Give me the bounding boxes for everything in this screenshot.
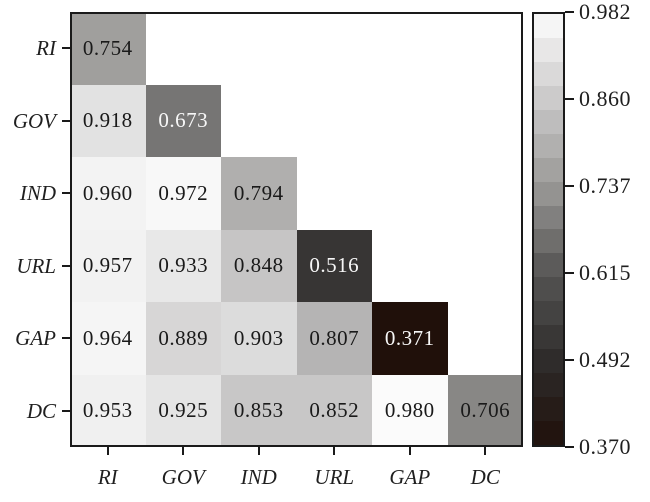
colorbar-band [534, 205, 563, 230]
heatmap-cell: 0.807 [296, 302, 372, 375]
colorbar-tick [565, 446, 574, 448]
cell-value: 0.794 [233, 180, 284, 205]
y-tick [62, 264, 70, 267]
cell-value: 0.957 [82, 253, 133, 278]
colorbar-band [534, 301, 563, 326]
colorbar-band [534, 373, 563, 397]
colorbar-tick [565, 272, 574, 274]
heatmap-cell: 0.960 [70, 157, 146, 230]
y-tick [62, 119, 70, 122]
colorbar-tick-label: 0.860 [579, 86, 631, 111]
row-label-gov: GOV [12, 108, 56, 133]
colorbar-tick-label: 0.615 [579, 260, 631, 285]
heatmap-cell: 0.848 [221, 229, 297, 302]
row-label-dc: DC [26, 398, 56, 423]
colorbar-band [534, 181, 563, 206]
heatmap-cell: 0.964 [70, 302, 146, 375]
row-label-ri: RI [36, 36, 56, 61]
colorbar-band [534, 420, 563, 445]
cell-value: 0.960 [82, 180, 133, 205]
x-tick [106, 447, 109, 455]
colorbar-band [534, 325, 563, 350]
colorbar [532, 12, 565, 447]
cell-value: 0.673 [158, 108, 209, 133]
colorbar-band [534, 133, 563, 158]
heatmap-cell: 0.957 [70, 229, 146, 302]
colorbar-band [534, 14, 563, 38]
cell-value: 0.903 [233, 325, 284, 350]
heatmap-cell: 0.853 [221, 374, 297, 447]
cell-value: 0.933 [158, 253, 209, 278]
heatmap-cell: 0.371 [372, 302, 448, 375]
cell-value: 0.972 [158, 180, 209, 205]
row-label-gap: GAP [15, 326, 56, 351]
cell-value: 0.848 [233, 253, 284, 278]
colorbar-band [534, 253, 563, 278]
heatmap-cell: 0.903 [221, 302, 297, 375]
col-label-gov: GOV [161, 465, 205, 489]
cell-value: 0.889 [158, 325, 209, 350]
cell-value: 0.918 [82, 108, 133, 133]
colorbar-band [534, 85, 563, 110]
colorbar-band [534, 229, 563, 254]
cell-value: 0.925 [158, 398, 209, 423]
heatmap-cell: 0.972 [145, 157, 221, 230]
row-label-ind: IND [19, 181, 56, 206]
colorbar-band [534, 349, 563, 374]
row-label-url: URL [16, 253, 56, 278]
colorbar-tick-label: 0.370 [579, 434, 631, 459]
heatmap-cell: 0.794 [221, 157, 297, 230]
heatmap-cell: 0.673 [145, 84, 221, 157]
x-tick [182, 447, 185, 455]
colorbar-tick [565, 185, 574, 187]
cell-value: 0.807 [309, 325, 360, 350]
colorbar-band [534, 61, 563, 86]
heatmap-plot-area: 0.754 0.918 0.673 0.960 0.972 0.794 0.957 0.933… [70, 12, 523, 447]
colorbar-band [534, 397, 563, 421]
colorbar-tick-label: 0.492 [579, 347, 631, 372]
y-tick [62, 409, 70, 412]
heatmap-cell: 0.980 [372, 374, 448, 447]
cell-value: 0.516 [309, 253, 360, 278]
x-tick [484, 447, 487, 455]
colorbar-tick-label: 0.737 [579, 173, 631, 198]
cell-value: 0.953 [82, 398, 133, 423]
col-label-ind: IND [240, 465, 277, 489]
colorbar-band [534, 277, 563, 302]
cell-value: 0.371 [384, 325, 435, 350]
cell-value: 0.964 [82, 325, 133, 350]
heatmap-cell: 0.706 [447, 374, 523, 447]
col-label-ri: RI [97, 465, 118, 489]
colorbar-tick [565, 98, 574, 100]
cell-value: 0.706 [460, 398, 511, 423]
colorbar-band [534, 37, 563, 62]
cell-value: 0.754 [82, 35, 133, 60]
y-tick [62, 337, 70, 340]
heatmap-cell: 0.918 [70, 84, 146, 157]
y-tick [62, 192, 70, 195]
y-tick [62, 47, 70, 50]
colorbar-tick [565, 359, 574, 361]
cell-value: 0.980 [384, 398, 435, 423]
cell-value: 0.853 [233, 398, 284, 423]
colorbar-tick-label: 0.982 [579, 0, 631, 24]
colorbar-tick [565, 11, 574, 13]
x-tick [257, 447, 260, 455]
colorbar-band [534, 157, 563, 182]
heatmap-cell: 0.852 [296, 374, 372, 447]
heatmap-cell: 0.925 [145, 374, 221, 447]
x-tick [408, 447, 411, 455]
col-label-dc: DC [470, 465, 500, 489]
col-label-url: URL [314, 465, 355, 489]
heatmap-cell: 0.933 [145, 229, 221, 302]
heatmap-cell: 0.516 [296, 229, 372, 302]
heatmap-cell: 0.754 [70, 12, 146, 85]
col-label-gap: GAP [389, 465, 431, 489]
x-tick [333, 447, 336, 455]
colorbar-band [534, 109, 563, 134]
heatmap-cell: 0.889 [145, 302, 221, 375]
cell-value: 0.852 [309, 398, 360, 423]
heatmap-cell: 0.953 [70, 374, 146, 447]
